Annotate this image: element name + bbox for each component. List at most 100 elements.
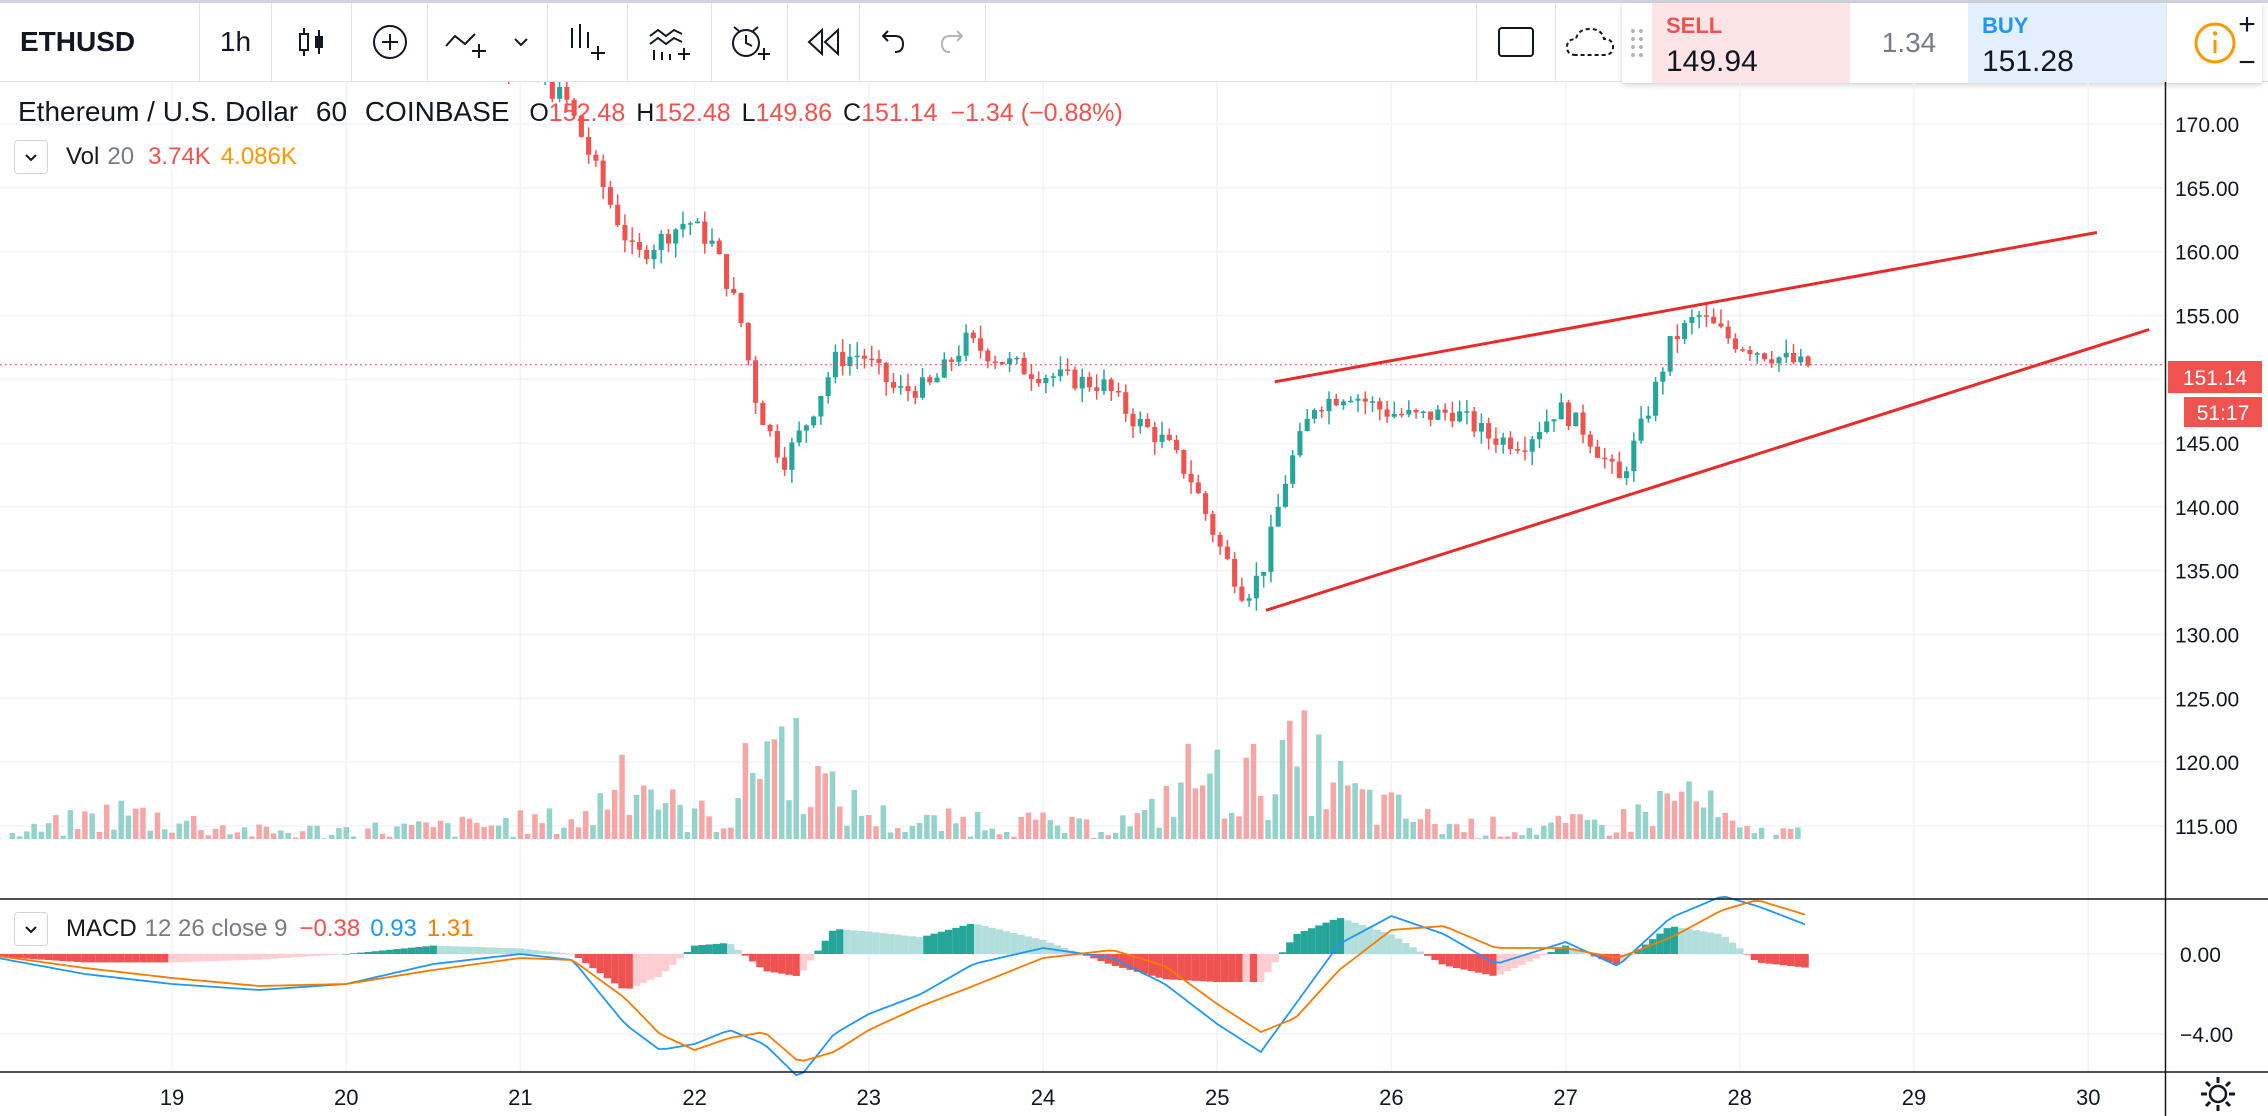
buy-button[interactable]: BUY 151.28 — [1968, 3, 2166, 83]
interval-button[interactable]: 1h — [200, 3, 272, 81]
volume-bar — [822, 773, 829, 839]
volume-bar — [684, 832, 691, 839]
volume-bar — [1737, 827, 1743, 839]
macd-hist-bar — [1445, 954, 1454, 967]
volume-bar — [524, 833, 531, 839]
candle-body — [1094, 387, 1100, 392]
fullscreen-button[interactable] — [1476, 3, 1556, 81]
sell-button[interactable]: SELL 149.94 — [1652, 3, 1850, 83]
macd-hist-bar — [175, 954, 183, 963]
trendline-lower[interactable] — [1265, 328, 2150, 612]
macd-hist-bar — [146, 954, 154, 963]
volume-bar — [742, 743, 749, 839]
macd-hist-bar — [59, 954, 67, 961]
macd-hist-bar — [1191, 954, 1200, 981]
macd-hist-bar — [836, 929, 844, 954]
macd-hist-bar — [444, 946, 452, 954]
volume-bar — [1584, 820, 1591, 839]
volume-bar — [858, 815, 865, 839]
trendline-upper[interactable] — [1274, 231, 2098, 384]
candle-body — [1021, 357, 1027, 375]
redo-icon[interactable] — [938, 28, 970, 56]
candle-body — [1464, 411, 1470, 413]
volume-bar — [553, 833, 560, 839]
macd-hist-bar — [197, 954, 205, 962]
macd-hist-bar — [1199, 954, 1207, 982]
chevron-down-icon — [513, 38, 528, 47]
compare-menu-button[interactable] — [428, 3, 548, 81]
candle-body — [1072, 369, 1078, 389]
macd-hist-bar — [1794, 954, 1802, 967]
macd-hist-bar — [1634, 949, 1642, 954]
volume-bar — [1555, 815, 1562, 839]
macd-hist-bar — [1242, 954, 1250, 982]
settings-gear-icon[interactable] — [2198, 1074, 2238, 1114]
zoom-out-button[interactable]: − — [2238, 46, 2256, 79]
macd-hist-bar — [603, 954, 612, 979]
volume-bar — [561, 827, 567, 839]
volume-bar — [1453, 824, 1460, 839]
macd-hist-bar — [698, 945, 706, 954]
macd-collapse-button[interactable] — [14, 912, 48, 946]
time-tick-label: 19 — [160, 1085, 184, 1110]
compare-add-button[interactable] — [352, 3, 428, 81]
volume-bar — [982, 830, 988, 839]
candle-body — [1137, 418, 1143, 427]
undo-icon[interactable] — [875, 28, 907, 56]
candle-body — [1115, 391, 1122, 393]
macd-hist-bar — [1649, 939, 1657, 954]
candle-body — [934, 377, 940, 383]
candle-body — [1645, 415, 1651, 419]
volume-bar — [234, 832, 241, 839]
drag-handle[interactable] — [1622, 3, 1652, 83]
macd-hist-bar — [1010, 933, 1018, 954]
volume-bar — [938, 830, 945, 839]
candle-body — [1348, 400, 1354, 403]
symbol-search-button[interactable]: ETHUSD — [0, 3, 200, 81]
volume-bar — [1018, 817, 1024, 839]
macd-hist-bar — [814, 950, 822, 954]
macd-hist-bar — [778, 954, 786, 974]
candle-body — [1805, 356, 1811, 366]
volume-bar — [749, 773, 756, 839]
candle-body — [1239, 586, 1245, 601]
candle-body — [600, 160, 606, 188]
indicators-button[interactable] — [628, 3, 712, 81]
macd-hist-bar — [640, 954, 648, 983]
candle-body — [1144, 418, 1151, 428]
volume-collapse-button[interactable] — [14, 140, 48, 174]
macd-hist-bar — [1387, 934, 1396, 954]
volume-bar — [285, 832, 291, 839]
snapshot-button[interactable] — [1556, 3, 1624, 81]
macd-hist-bar — [371, 951, 379, 954]
macd-hist-bar — [1155, 954, 1163, 978]
alert-button[interactable] — [712, 3, 788, 81]
volume-bar — [815, 766, 821, 839]
macd-hist-bar — [436, 945, 445, 954]
volume-bar — [1548, 822, 1554, 839]
macd-hist-bar — [937, 931, 946, 954]
info-button[interactable] — [2166, 3, 2263, 83]
volume-bar — [1134, 813, 1141, 839]
zoom-in-button[interactable]: + — [2238, 8, 2256, 41]
macd-hist-bar — [1307, 928, 1316, 954]
bar-style-button[interactable] — [548, 3, 628, 81]
macd-hist-bar — [574, 954, 583, 959]
candle-body — [1028, 374, 1034, 379]
candle-body — [1282, 483, 1288, 507]
candle-body — [1362, 398, 1368, 402]
volume-bar — [1381, 794, 1387, 839]
macd-hist-bar — [524, 949, 532, 954]
macd-hist-bar — [284, 954, 292, 958]
chart-style-button[interactable] — [272, 3, 352, 81]
volume-bar — [154, 812, 161, 839]
legend-h-label: H — [636, 99, 655, 127]
price-chart[interactable]: 170.00165.00160.00155.00150.00145.00140.… — [0, 82, 2268, 1116]
macd-hist-bar — [995, 929, 1004, 954]
candle-body — [796, 430, 802, 443]
volume-bar — [386, 836, 393, 839]
replay-button[interactable] — [788, 3, 860, 81]
candle-body — [1718, 323, 1724, 327]
volume-bar — [1199, 785, 1206, 839]
macd-hist-bar — [335, 954, 343, 955]
